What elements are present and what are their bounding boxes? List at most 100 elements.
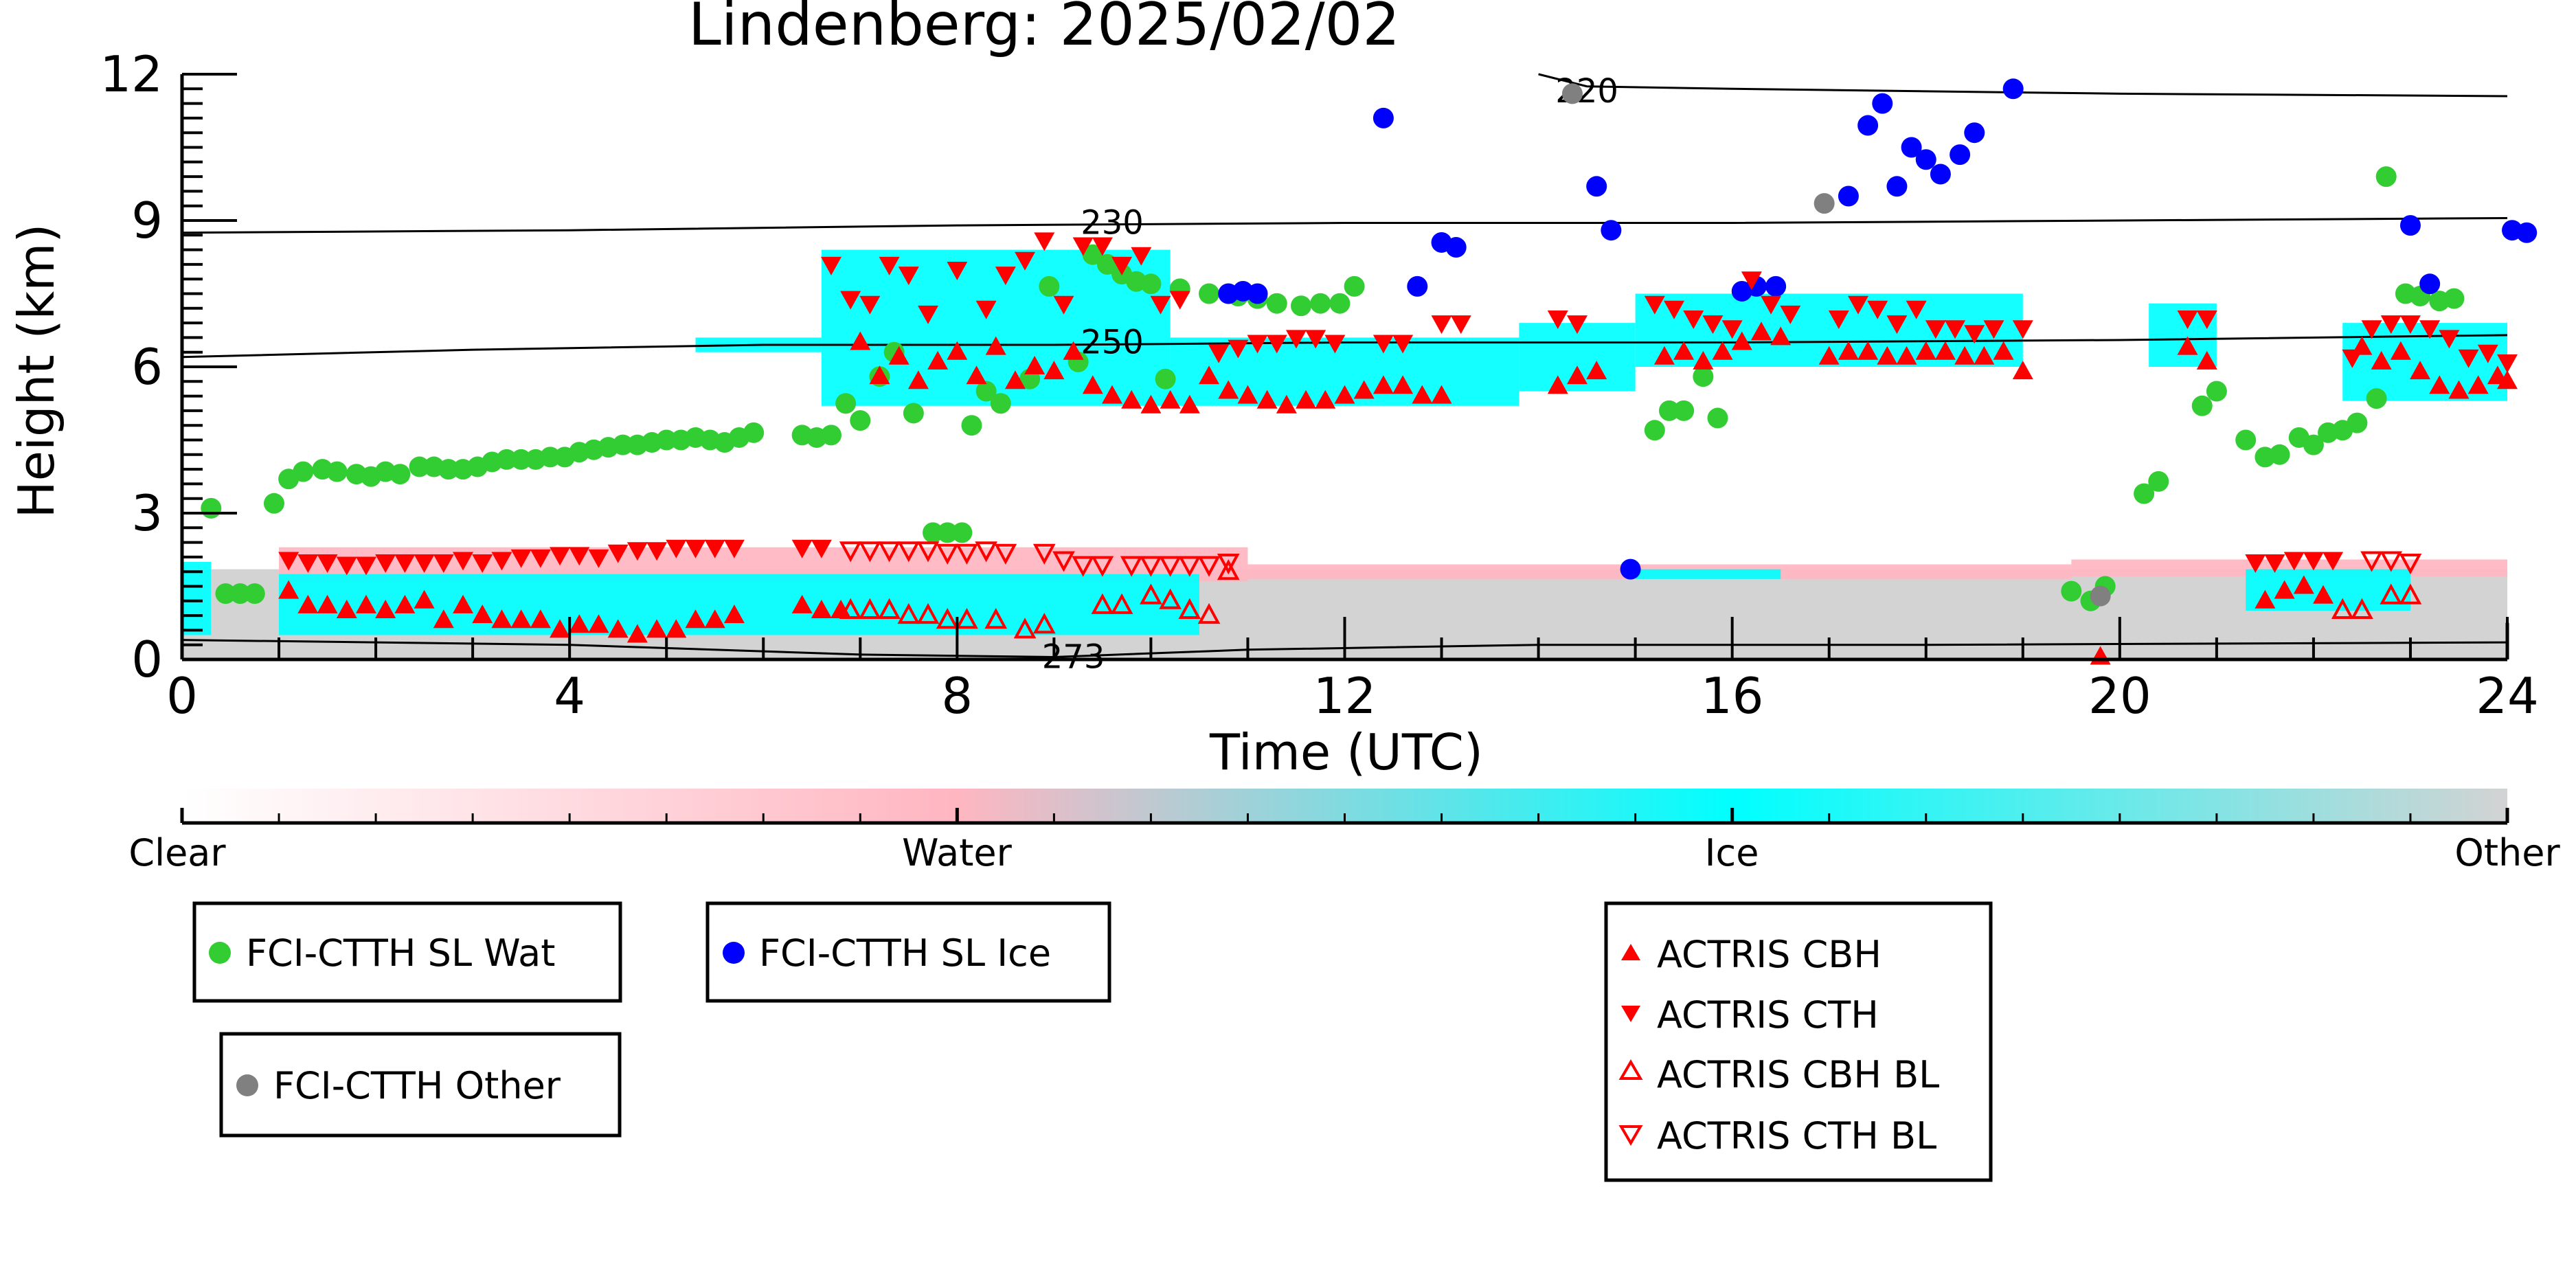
point-actris-cth — [355, 556, 376, 576]
colorbar: Clear Water Ice Other — [128, 789, 2560, 874]
point-fci-ctth-sl-ice — [1445, 237, 1467, 258]
point-actris-cbh-bl — [1197, 602, 1221, 624]
point-actris-cth — [898, 267, 919, 286]
point-actris-cbh — [1256, 389, 1278, 409]
point-actris-cbh — [1024, 356, 1046, 374]
point-actris-cbh-bl — [1178, 598, 1201, 619]
point-actris-cth — [918, 305, 939, 324]
point-actris-cth-bl — [2399, 554, 2422, 575]
point-fci-ctth-other — [1814, 193, 1835, 214]
point-actris-cbh — [1237, 385, 1258, 404]
point-actris-cth — [879, 256, 900, 275]
point-actris-cth — [2177, 310, 2198, 329]
point-actris-cbh — [1179, 394, 1200, 414]
legend-label-cbh: ACTRIS CBH — [1657, 933, 1882, 976]
point-actris-cbh — [831, 600, 852, 618]
isotherm-line-250 — [181, 334, 2508, 359]
point-fci-ctth-sl-ice — [1886, 176, 1908, 197]
point-actris-cbh-bl — [1159, 588, 1182, 609]
colorbar-ticks — [180, 808, 2509, 825]
point-actris-cbh — [704, 609, 725, 629]
point-fci-ctth-sl-wat — [937, 522, 958, 543]
point-actris-cth — [1324, 335, 1346, 354]
point-actris-cbh-bl — [1217, 559, 1240, 580]
point-fci-ctth-sl-wat — [923, 522, 944, 543]
point-actris-cbh — [530, 609, 551, 629]
point-actris-cth — [2439, 330, 2460, 349]
point-actris-cth-bl — [1140, 556, 1162, 577]
point-actris-cbh — [1296, 389, 1317, 409]
point-fci-ctth-sl-wat — [1693, 366, 1714, 387]
x-tick-label: 8 — [941, 667, 973, 725]
point-fci-ctth-sl-wat — [326, 461, 348, 482]
point-actris-cbh — [607, 619, 629, 638]
point-actris-cbh — [569, 614, 590, 633]
point-actris-cbh — [626, 624, 648, 643]
point-actris-cth — [1828, 310, 1849, 329]
point-fci-ctth-sl-wat — [2443, 288, 2465, 309]
point-actris-cbh — [2467, 375, 2489, 394]
point-actris-cbh — [336, 600, 357, 618]
point-actris-cth — [1567, 315, 1588, 335]
point-fci-ctth-sl-ice — [2399, 215, 2421, 236]
legend-marker-wat — [209, 942, 231, 964]
point-actris-cth — [947, 262, 968, 280]
point-actris-cbh — [453, 594, 474, 613]
point-actris-cth — [317, 554, 338, 573]
point-actris-cth-bl — [2380, 551, 2403, 572]
point-actris-cbh — [1857, 341, 1879, 360]
point-actris-cth — [1034, 232, 1055, 251]
point-fci-ctth-sl-wat — [1039, 275, 1060, 297]
point-fci-ctth-sl-ice — [1950, 144, 1971, 166]
point-actris-cth — [646, 542, 668, 561]
point-actris-cbh — [888, 346, 909, 365]
point-actris-cth — [375, 554, 396, 573]
point-fci-ctth-sl-wat — [961, 415, 982, 436]
point-actris-cbh — [433, 609, 454, 629]
point-actris-cth — [1547, 310, 1568, 329]
point-actris-cth — [336, 556, 357, 576]
point-fci-ctth-sl-ice — [1857, 115, 1879, 136]
point-actris-cbh — [1412, 385, 1433, 404]
point-actris-cbh — [811, 600, 832, 618]
point-actris-cth — [2245, 554, 2266, 573]
point-actris-cth-bl — [839, 541, 862, 563]
point-actris-cbh — [1818, 346, 1840, 365]
legend-label-cth: ACTRIS CTH — [1657, 993, 1879, 1037]
point-actris-cth — [569, 547, 590, 566]
point-actris-cth — [1305, 330, 1326, 349]
point-actris-cth — [2380, 315, 2402, 335]
point-actris-cth — [588, 549, 609, 568]
point-actris-cbh — [1693, 350, 1714, 370]
point-actris-cth — [2399, 315, 2421, 335]
point-fci-ctth-sl-ice — [2419, 273, 2441, 295]
point-actris-cth-bl — [859, 541, 881, 563]
point-fci-ctth-sl-wat — [990, 393, 1011, 414]
point-actris-cth — [685, 539, 706, 558]
region-ice — [1635, 569, 1781, 579]
point-actris-cbh — [1712, 341, 1733, 360]
point-fci-ctth-sl-wat — [539, 447, 561, 468]
point-fci-ctth-other — [2090, 585, 2111, 607]
point-actris-cth — [510, 549, 532, 568]
legend-marker-cth — [1621, 1006, 1640, 1022]
point-actris-cth-bl — [1217, 554, 1240, 575]
point-actris-cth — [840, 291, 861, 310]
point-actris-cth — [2303, 552, 2324, 571]
point-actris-cbh — [850, 331, 871, 350]
point-actris-cbh — [2390, 341, 2411, 360]
point-fci-ctth-sl-ice — [1247, 283, 1268, 304]
point-actris-cth — [1702, 315, 1724, 335]
point-actris-cth-bl — [1159, 556, 1182, 577]
point-actris-cth — [1721, 320, 1743, 339]
point-actris-cbh — [1567, 365, 1588, 385]
point-actris-cbh — [966, 365, 987, 385]
point-actris-cbh — [2255, 589, 2276, 609]
point-actris-cbh — [297, 594, 319, 613]
point-fci-ctth-sl-wat — [1658, 400, 1680, 421]
x-tick-label: 0 — [166, 667, 198, 725]
point-actris-cbh — [1334, 385, 1355, 404]
point-actris-cth — [723, 539, 745, 558]
